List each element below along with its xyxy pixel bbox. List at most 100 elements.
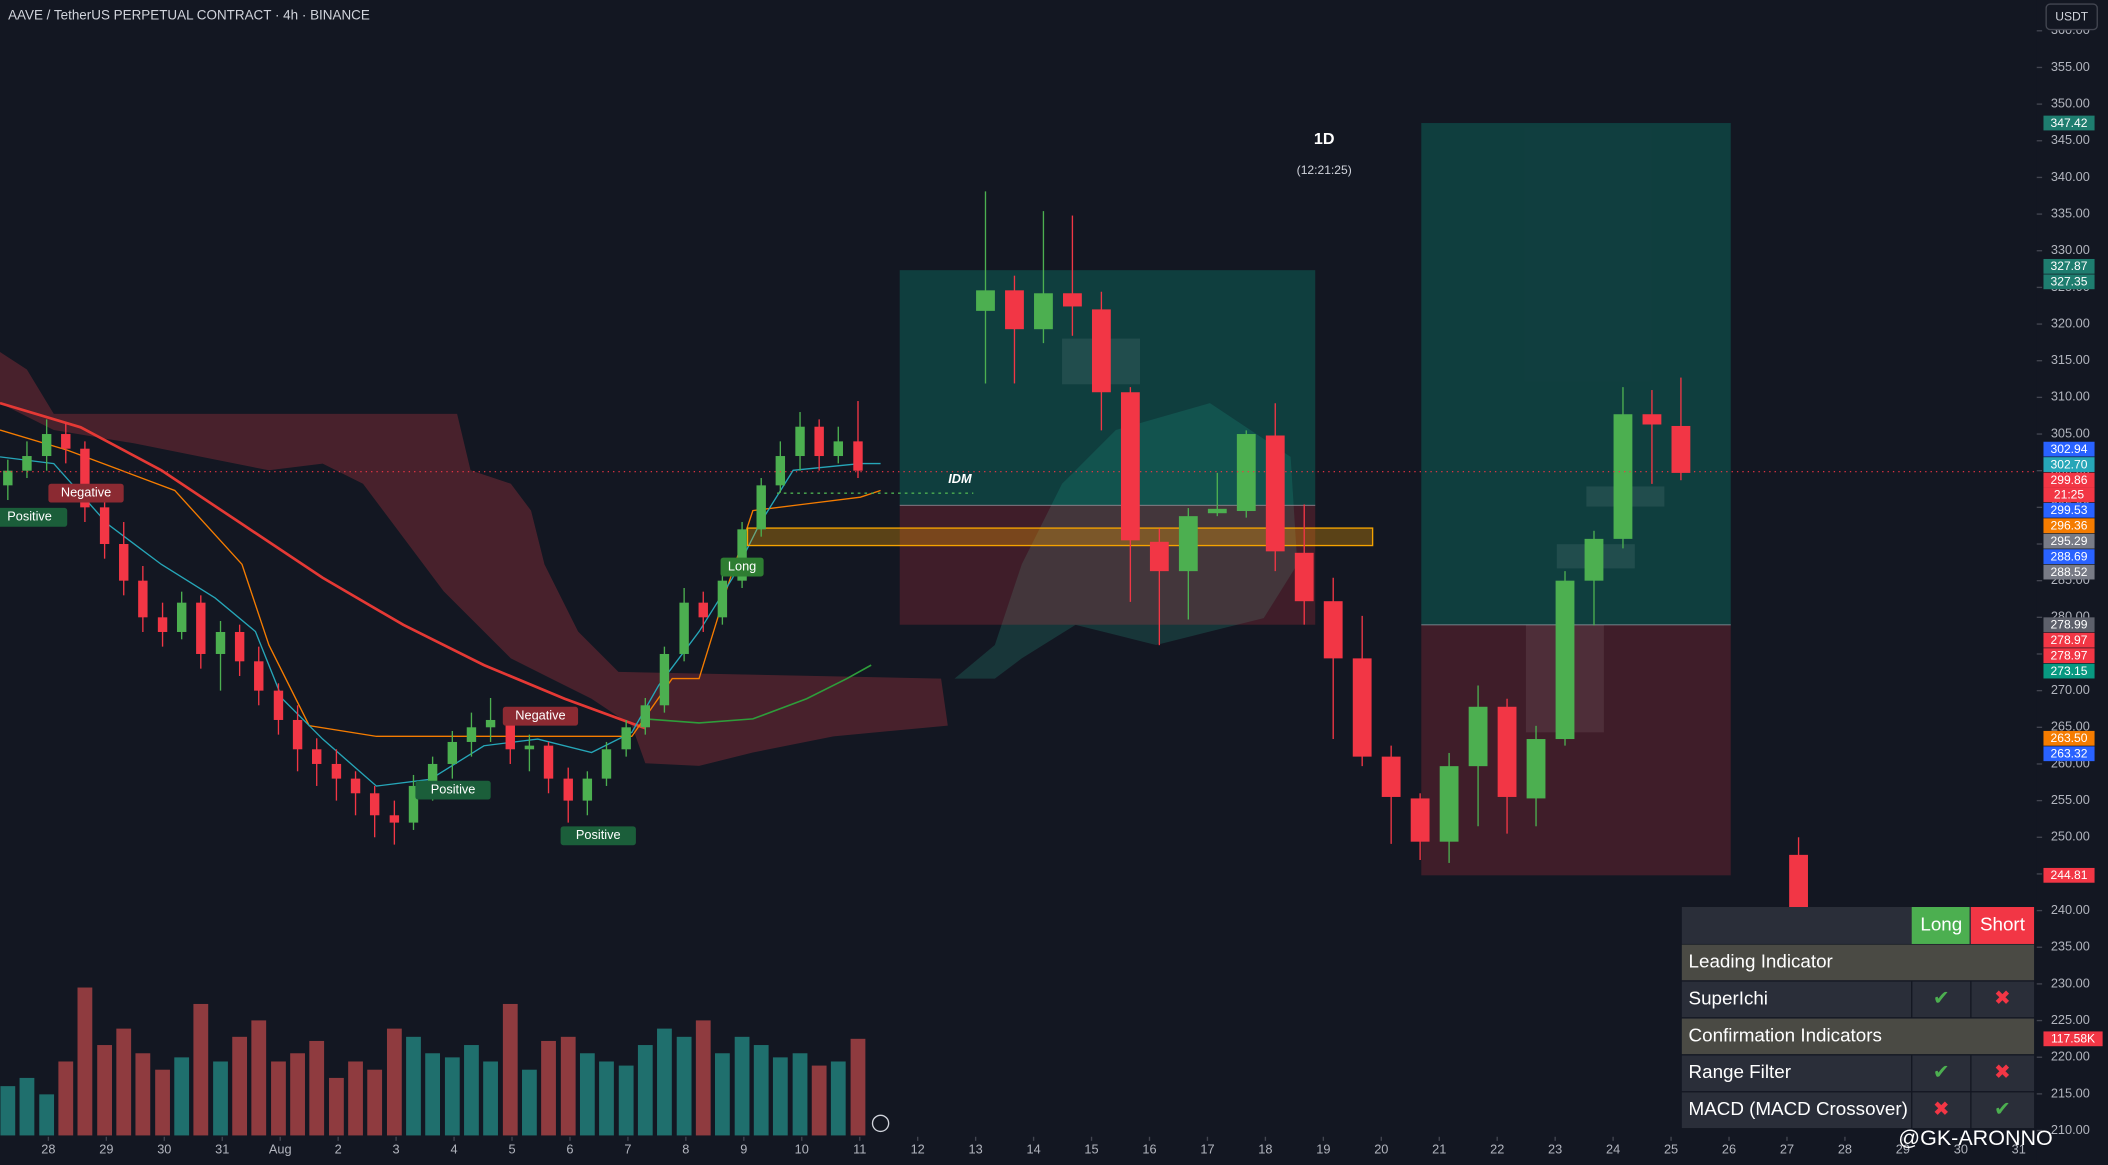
volume-bar (97, 1045, 112, 1136)
volume-bar (19, 1077, 35, 1136)
candle-body (1178, 516, 1198, 572)
replay-icon[interactable] (871, 1114, 890, 1133)
price-badge-label: 273.15 (2051, 664, 2088, 678)
candle-body (389, 815, 400, 823)
candle-body (756, 485, 766, 530)
price-badge (2043, 617, 2095, 633)
candle-body (292, 719, 303, 750)
price-badge (2043, 115, 2095, 131)
price-badge-label: 288.52 (2051, 565, 2088, 579)
x-tick-label: 19 (1316, 1142, 1330, 1157)
x-tick-label: 17 (1200, 1142, 1214, 1157)
y-tick-label: 310.00 (2051, 389, 2090, 404)
candle-body (505, 719, 515, 750)
annotation-box (502, 706, 579, 726)
candle-body (273, 690, 284, 720)
y-tick-label: 230.00 (2051, 975, 2090, 990)
x-tick-label: 25 (1664, 1142, 1678, 1157)
candle-body (1323, 601, 1343, 659)
volume-bar (637, 1045, 653, 1136)
table-header: Long (1920, 913, 1962, 934)
x-tick-label: 28 (41, 1142, 55, 1157)
table-row-bg (1681, 981, 2035, 1018)
candle-body (1352, 658, 1372, 757)
candle-body (369, 793, 380, 816)
volume-bar (483, 1061, 498, 1136)
currency-box[interactable] (2045, 3, 2098, 31)
candle-body (775, 456, 786, 486)
annotation-box (0, 507, 68, 527)
table-row-bg (1681, 944, 2035, 981)
volume-bar (77, 987, 93, 1136)
price-badge-label: 327.35 (2051, 275, 2088, 289)
volume-bar (174, 1057, 190, 1136)
x-tick-label: 30 (157, 1142, 171, 1157)
price-axis-bg (2036, 0, 2108, 1165)
volume-bar (367, 1069, 383, 1136)
y-tick-label: 345.00 (2051, 132, 2090, 147)
y-tick-label: 225.00 (2051, 1012, 2090, 1027)
candle-body (196, 602, 206, 654)
base-line (0, 429, 881, 738)
volume-bar (193, 1003, 209, 1136)
price-badge (2043, 457, 2095, 472)
price-badge (2043, 730, 2095, 746)
x-tick-label: 10 (795, 1142, 809, 1157)
x-tick-label: 16 (1142, 1142, 1156, 1157)
annotation: Negative (515, 708, 565, 723)
volume-bar (425, 1053, 441, 1136)
candle-body (1265, 435, 1285, 552)
watermark: @GK-ARONNO (1898, 1126, 2052, 1150)
lagging-line (645, 664, 872, 724)
x-tick-label: 22 (1490, 1142, 1504, 1157)
price-badge (2043, 487, 2095, 503)
price-badge-label: 244.81 (2051, 868, 2088, 882)
volume-bar (792, 1053, 808, 1136)
candle-body (717, 580, 728, 618)
candle-body (524, 745, 535, 750)
volume-bar (39, 1094, 55, 1136)
candle-body (138, 580, 148, 618)
x-tick-label: 18 (1258, 1142, 1272, 1157)
y-tick-label: 220.00 (2051, 1049, 2090, 1064)
price-badge (2043, 867, 2095, 883)
volume-bar (541, 1040, 556, 1136)
price-badge (2043, 441, 2095, 457)
volume (0, 987, 866, 1136)
volume-bar (0, 1086, 16, 1136)
y-tick-label: 340.00 (2051, 169, 2090, 184)
table-row-bg (1681, 1055, 2035, 1092)
y-tick-label: 350.00 (2051, 95, 2090, 110)
volume-bar (135, 1053, 151, 1136)
volume-bar (271, 1061, 286, 1136)
annotation: Long (728, 558, 756, 573)
x-tick-label: 4 (451, 1142, 458, 1157)
candle-body (447, 741, 458, 764)
annotations: Positive Negative Negative Positive Positive… (0, 471, 972, 846)
currency: USDT (2055, 10, 2089, 24)
candle-body (99, 507, 110, 545)
candle-body (1497, 706, 1517, 797)
x-tick-label: 11 (853, 1142, 866, 1157)
annotation-box (720, 557, 764, 577)
candle-body (1410, 798, 1430, 842)
x-tick-label: 14 (1026, 1142, 1040, 1157)
candle-body (1207, 508, 1227, 514)
y-tick-label: 305.00 (2051, 425, 2090, 440)
annotation-box (48, 483, 124, 503)
y-tick-label: 210.00 (2051, 1122, 2090, 1137)
table-cell: ✔ (1933, 1062, 1950, 1084)
table-cell: ✖ (1933, 1099, 1950, 1121)
axes: 360.00355.00350.00345.00340.00335.00330.… (41, 0, 2108, 1165)
candle-body (1294, 552, 1314, 602)
x-tick-label: 23 (1548, 1142, 1562, 1157)
candle-body (22, 456, 32, 471)
table-row-label: Range Filter (1689, 1061, 1791, 1082)
short-header-bg (1970, 907, 2035, 944)
candle-body (621, 727, 631, 750)
price-badge-label: 299.53 (2051, 503, 2088, 517)
annotation: Positive (7, 509, 52, 524)
volume-bar (290, 1053, 305, 1136)
volume-bar (309, 1040, 325, 1136)
